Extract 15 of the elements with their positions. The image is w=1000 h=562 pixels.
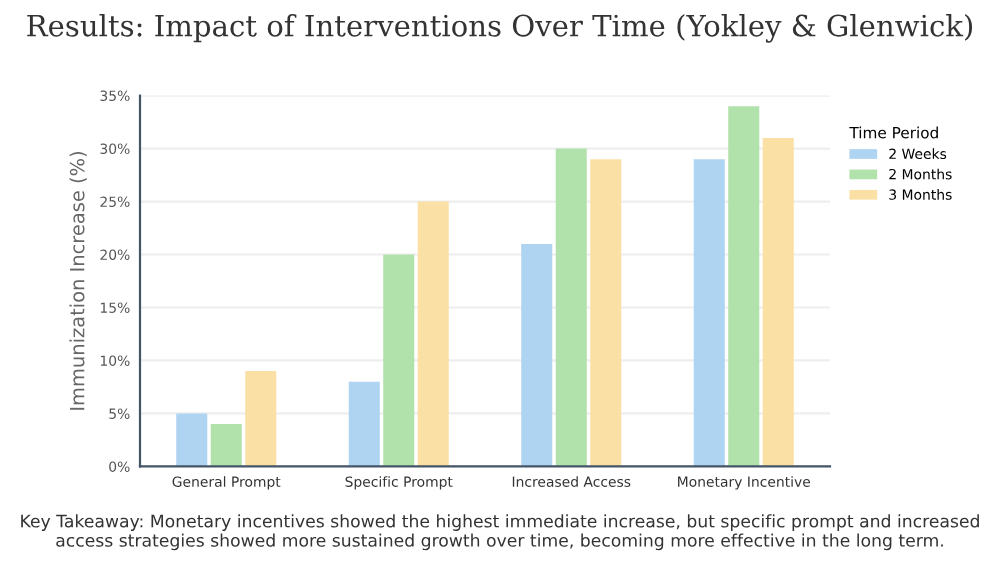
bar [762,137,794,467]
bar [417,201,449,467]
bar [521,243,553,467]
bar [245,371,277,467]
bar [176,413,208,467]
y-axis-title: Immunization Increase (%) [69,152,87,410]
bar [590,159,622,467]
bar [348,381,380,467]
bar [210,424,242,467]
bar [555,148,587,467]
bar [728,106,760,467]
bar [693,159,725,467]
bar [383,254,415,467]
text: Key Takeaway: Monetary incentives showed the highest immediate increase, but specific prompt and increased access strategies showed more sustained growth over time, becoming more effective in the long term. [21,514,979,551]
chart-title: Results: Impact of Interventions Over Time (Yokley & Glenwick) [27,14,973,43]
